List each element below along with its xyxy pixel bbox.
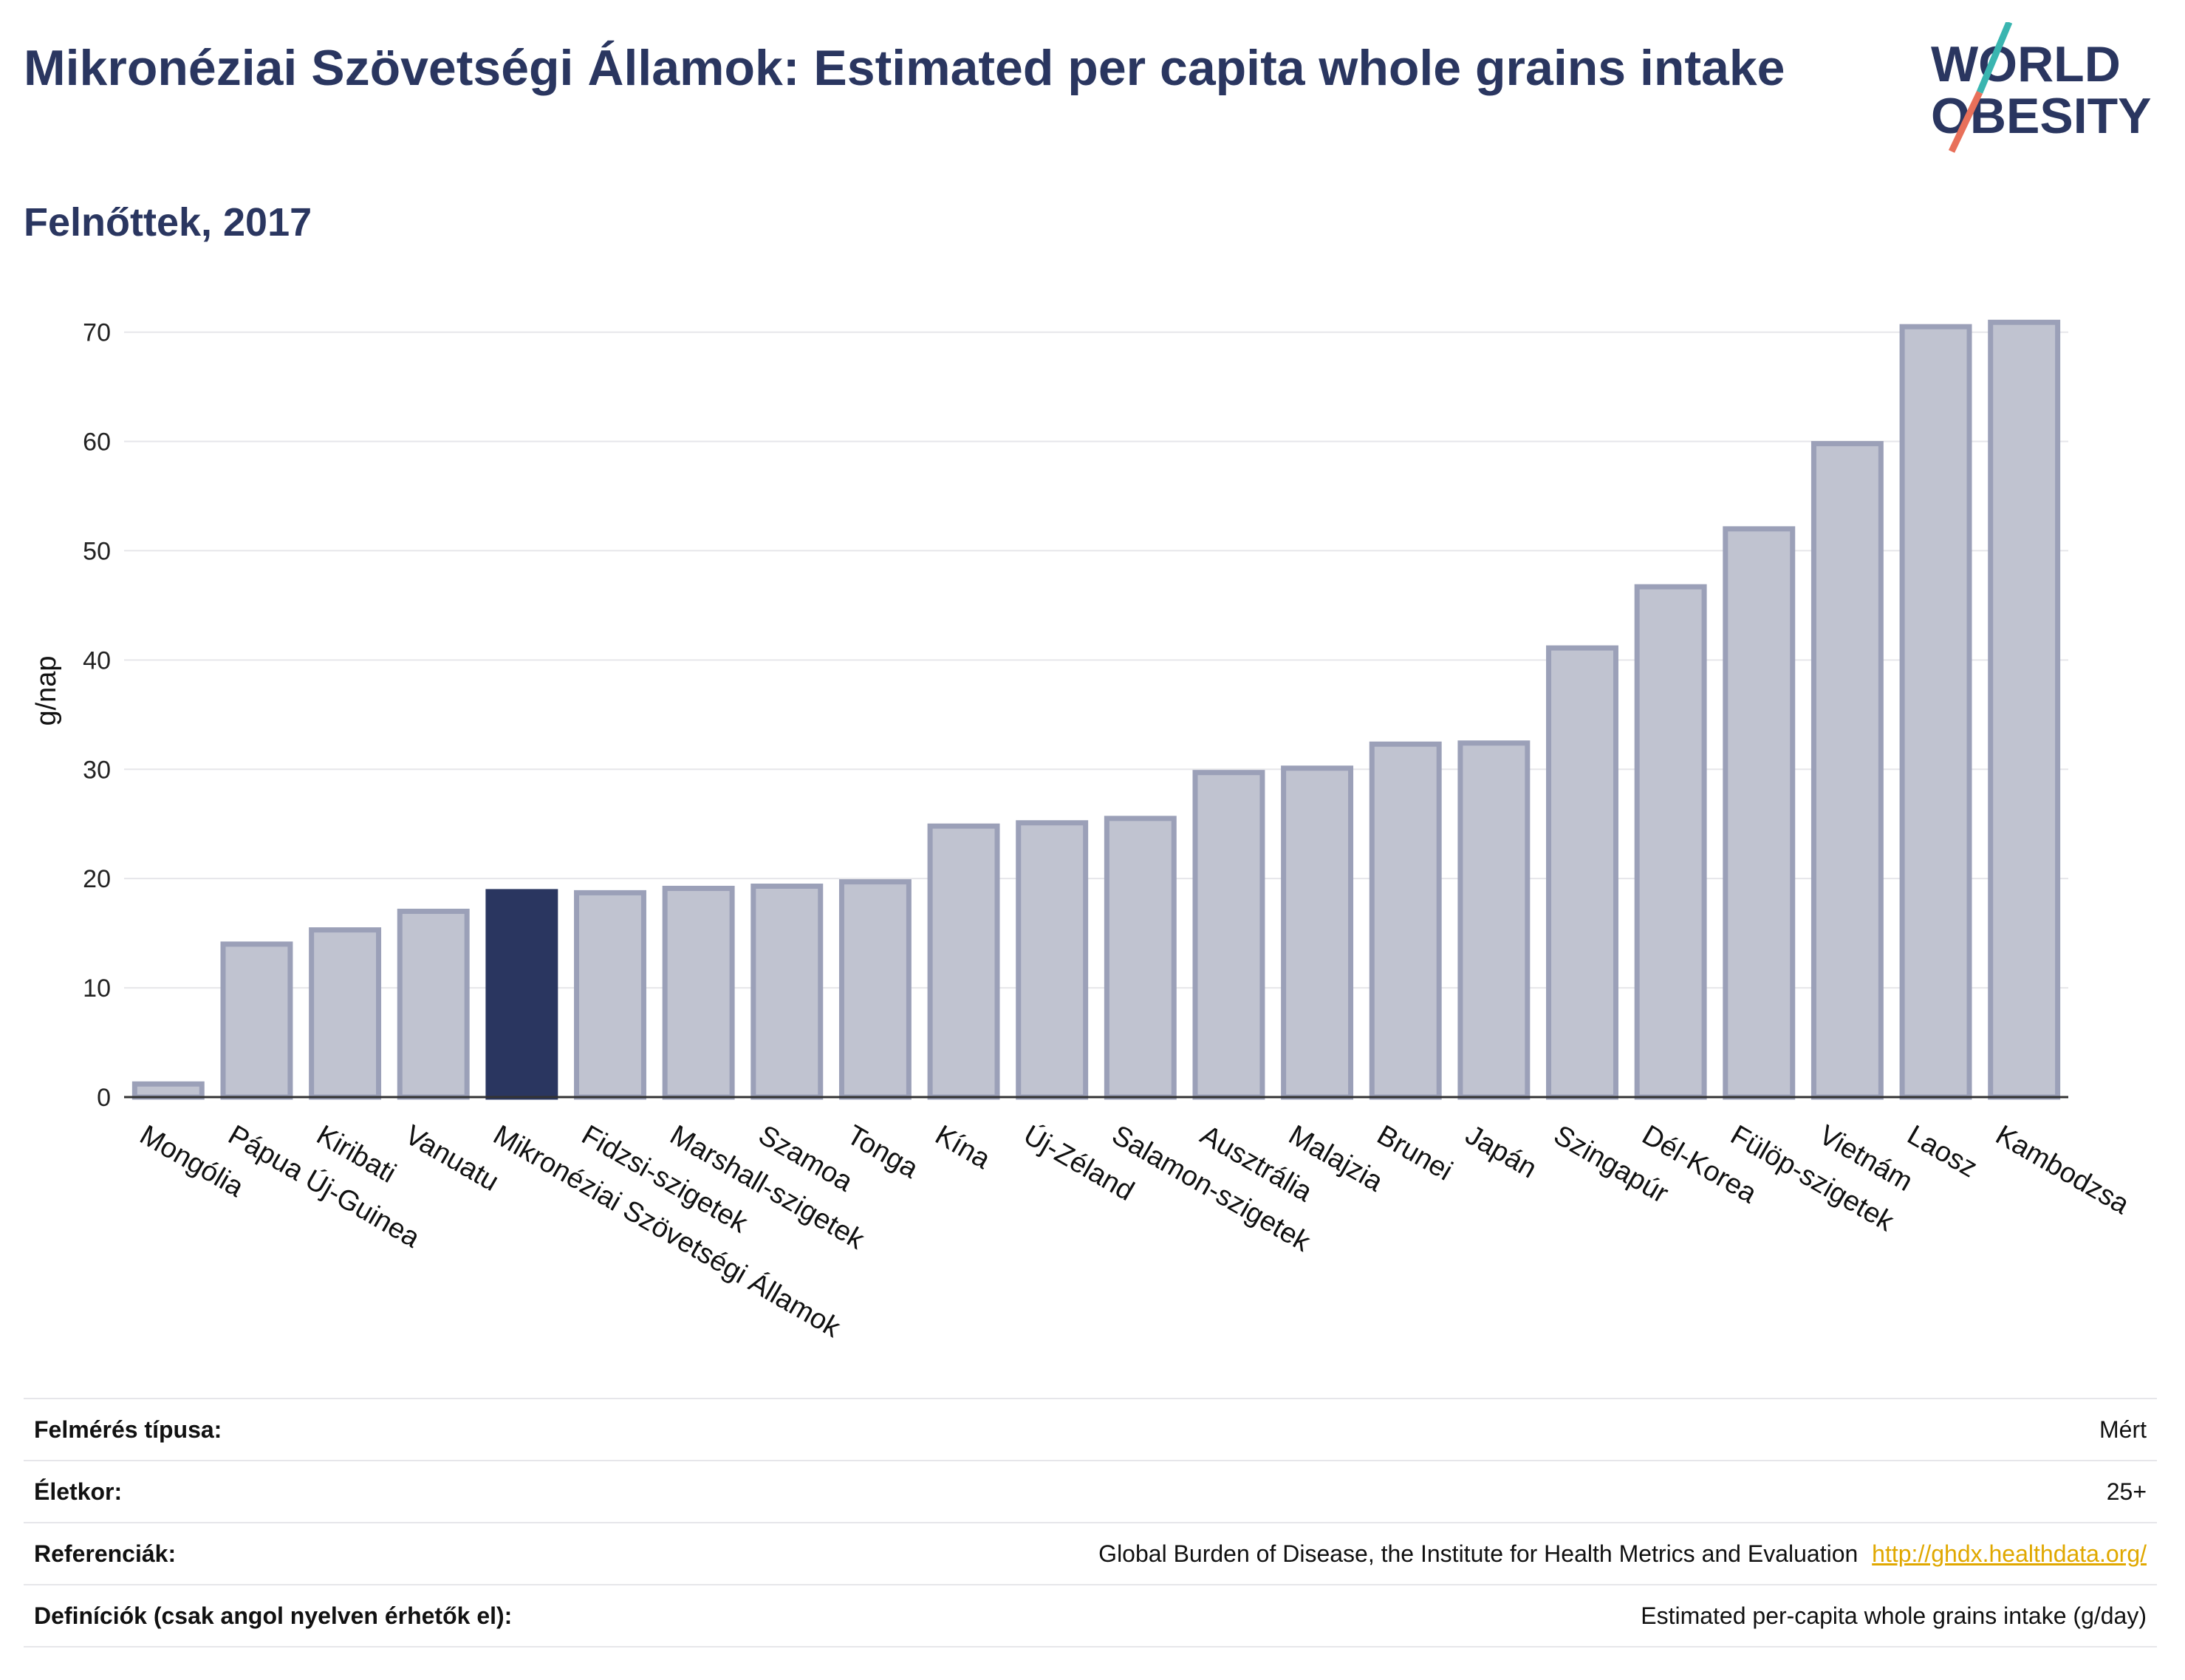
bar [750,884,824,1100]
meta-row-definitions: Definíciók (csak angol nyelven érhetők e… [24,1584,2157,1647]
bar-highlighted [485,889,558,1100]
bar [1634,584,1707,1100]
logo-slash-red [1948,91,1983,153]
bar [309,927,382,1100]
bar [1016,820,1089,1100]
meta-row-references: Referenciák: Global Burden of Disease, t… [24,1522,2157,1584]
bar [1104,816,1177,1100]
y-tick-label: 60 [83,428,111,457]
bar [220,941,293,1100]
y-tick-label: 10 [83,974,111,1003]
bar [1192,770,1265,1100]
x-tick-label: Kína [930,1119,996,1175]
bar [1281,765,1354,1100]
x-tick-label: Vanuatu [400,1119,504,1198]
meta-value-group: Global Burden of Disease, the Institute … [1098,1540,2147,1568]
logo-slash-teal [1976,22,2013,94]
bar [131,1081,205,1100]
y-axis-ticks: 0 10 20 30 40 50 60 70 [83,319,111,1112]
y-tick-label: 0 [97,1084,111,1112]
meta-row-age: Életkor: 25+ [24,1460,2157,1522]
bars [131,319,2061,1100]
chart-title: Mikronéziai Szövetségi Államok: Estimate… [24,40,1785,96]
meta-label: Felmérés típusa: [34,1416,222,1443]
bar [1723,526,1796,1100]
bar [1457,740,1531,1100]
reference-link[interactable]: http://ghdx.healthdata.org/ [1872,1540,2147,1567]
meta-label: Életkor: [34,1478,123,1505]
meta-label: Definíciók (csak angol nyelven érhetők e… [34,1602,513,1629]
chart-subtitle: Felnőttek, 2017 [24,200,312,245]
bar [1899,324,1972,1100]
metadata-table: Felmérés típusa: Mért Életkor: 25+ Refer… [24,1398,2157,1647]
y-axis-label: g/nap [31,655,62,725]
world-obesity-logo: WORLD OBESITY [1931,22,2152,153]
logo-text-world: WORLD [1931,36,2121,92]
meta-value: Estimated per-capita whole grains intake… [1641,1602,2147,1629]
bar [397,909,470,1100]
meta-value: Mért [2099,1416,2147,1443]
meta-value: 25+ [2106,1478,2147,1505]
y-tick-label: 40 [83,646,111,675]
y-tick-label: 20 [83,865,111,893]
y-tick-label: 30 [83,756,111,784]
bar [1369,741,1442,1100]
bar [662,885,735,1100]
bar [574,889,646,1100]
meta-row-survey-type: Felmérés típusa: Mért [24,1398,2157,1460]
meta-label: Referenciák: [34,1540,177,1567]
bar [1546,645,1618,1100]
bar [927,823,1000,1100]
bar [838,879,912,1100]
bar [1810,440,1884,1100]
x-tick-label: Kambodzsa [1990,1119,2135,1220]
x-tick-label: Japán [1460,1119,1542,1184]
bar [1988,319,2061,1100]
y-tick-label: 70 [83,319,111,347]
y-tick-label: 50 [83,537,111,565]
meta-value: Global Burden of Disease, the Institute … [1098,1540,1859,1567]
logo-text-obesity: OBESITY [1931,88,2152,144]
